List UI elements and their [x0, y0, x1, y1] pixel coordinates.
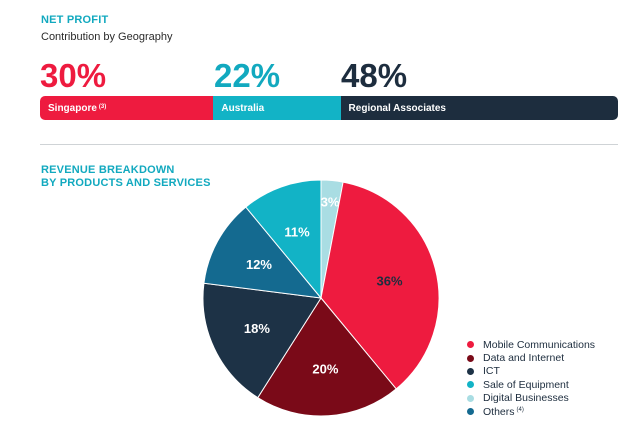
pie-legend: Mobile Communications Data and Internet … [467, 338, 595, 418]
legend-item: Others (4) [467, 405, 595, 418]
legend-label: Data and Internet [483, 352, 565, 365]
bar-segment-label-australia: Australia [221, 102, 265, 114]
bar-segment-australia: Australia [213, 96, 341, 120]
pie-slice-sale-of-equipment [245, 179, 322, 300]
legend-label: Sale of Equipment [483, 378, 569, 391]
net-profit-stacked-bar: Singapore (3) Australia Regional Associat… [40, 96, 618, 120]
legend-swatch [467, 367, 474, 375]
pie-label-others: 12% [246, 257, 272, 272]
legend-label: Digital Businesses [483, 392, 569, 405]
pie-slice-data-and-internet [257, 297, 397, 417]
pie-label-data-and-internet: 20% [312, 362, 338, 377]
legend-swatch [467, 408, 474, 416]
legend-swatch [467, 394, 474, 402]
regional-associates-percent: 48% [341, 57, 408, 94]
pie-label-sale-of-equipment: 11% [284, 224, 310, 239]
bar-segment-singapore: Singapore (3) [40, 96, 214, 120]
pie-label-ict: 18% [244, 321, 270, 336]
legend-item: Mobile Communications [467, 338, 595, 351]
pie-slice-ict [202, 282, 322, 399]
bar-segment-label-singapore: Singapore [48, 102, 97, 114]
legend-item: Sale of Equipment [467, 378, 595, 391]
pie-label-digital-businesses: 3% [321, 195, 340, 210]
revenue-title-line2: BY PRODUCTS AND SERVICES [41, 177, 211, 189]
legend-label: Mobile Communications [483, 338, 596, 351]
legend-item: Digital Businesses [467, 392, 595, 405]
pie-slice-mobile-communications [320, 181, 440, 390]
legend-item: Data and Internet [467, 351, 595, 364]
others-note: (4) [516, 406, 524, 413]
pie-slice-others [203, 206, 323, 299]
net-profit-title: NET PROFIT [41, 14, 109, 26]
legend-swatch [467, 341, 474, 349]
australia-percent: 22% [214, 57, 281, 94]
bar-segment-regional-associates: Regional Associates [340, 96, 618, 120]
legend-label: ICT [483, 365, 500, 378]
legend-item: ICT [467, 365, 595, 378]
singapore-percent: 30% [40, 57, 107, 94]
legend-swatch [467, 354, 474, 362]
pie-label-mobile-communications: 36% [377, 273, 403, 288]
legend-label: Others [483, 405, 515, 418]
revenue-title-line1: REVENUE BREAKDOWN [41, 164, 175, 176]
net-profit-subtitle: Contribution by Geography [41, 31, 173, 43]
section-divider [40, 144, 618, 145]
legend-swatch [467, 381, 474, 389]
bar-segment-label-regional-associates: Regional Associates [348, 102, 446, 114]
singapore-note: (3) [98, 104, 107, 110]
